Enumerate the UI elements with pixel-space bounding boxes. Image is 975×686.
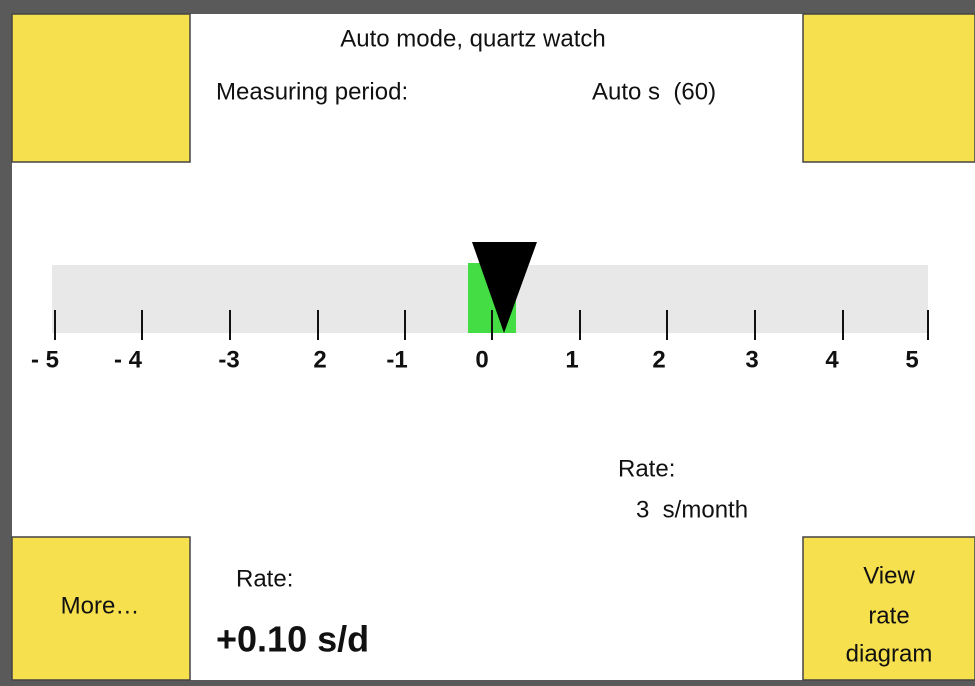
scale-label: - 4 (114, 346, 143, 373)
scale-label: 5 (905, 346, 918, 373)
scale-label: -3 (218, 346, 239, 373)
period-label: Measuring period: (216, 78, 408, 105)
diagram-button-label[interactable]: rate (868, 602, 909, 629)
pointer (472, 242, 537, 333)
more-button[interactable] (11, 536, 191, 681)
scale-label: -1 (386, 346, 407, 373)
monthly-rate-value: 3 s/month (636, 496, 748, 523)
top-right-button[interactable] (802, 13, 975, 163)
diagram-button-label[interactable]: View (863, 562, 915, 589)
diagram-button-label[interactable]: diagram (846, 640, 933, 667)
mode-title: Auto mode, quartz watch (340, 25, 605, 52)
scale-label: 2 (652, 346, 665, 373)
diagram-button[interactable] (802, 536, 975, 681)
scale-label: - 5 (31, 346, 59, 373)
scale-label: 0 (475, 346, 488, 373)
more-button-label[interactable]: More… (61, 592, 140, 619)
monthly-rate-label: Rate: (618, 455, 675, 482)
period-value: Auto s (60) (592, 78, 716, 105)
scale-label: 4 (825, 346, 839, 373)
scale-label: 1 (565, 346, 578, 373)
scale-label: 3 (745, 346, 758, 373)
scale: - 5 - 4 -3 2 -1 0 1 2 3 4 5 (31, 310, 929, 373)
scale-label: 2 (313, 346, 326, 373)
daily-rate-value: +0.10 s/d (216, 619, 369, 660)
top-left-button[interactable] (11, 13, 191, 163)
daily-rate-label: Rate: (236, 565, 293, 592)
